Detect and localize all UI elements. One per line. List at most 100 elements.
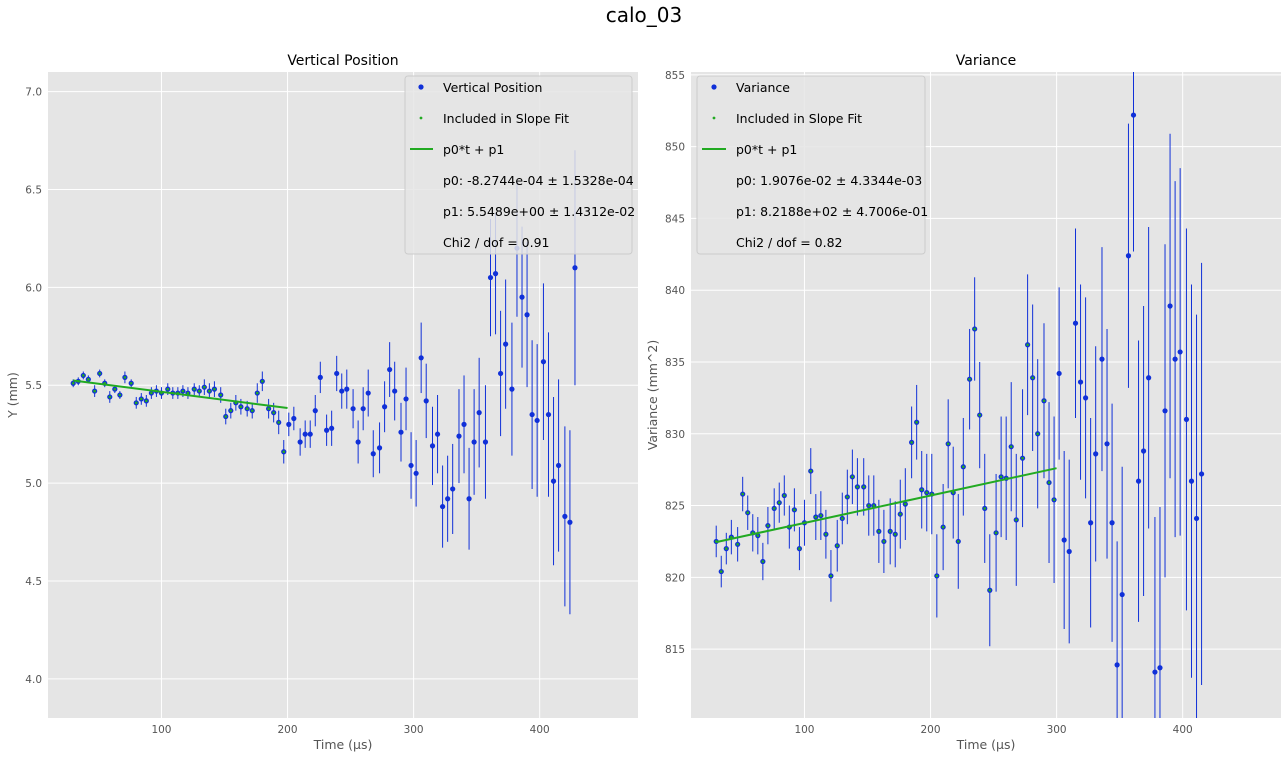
data-point [1082, 395, 1089, 401]
fit-point [219, 393, 223, 397]
fit-point [925, 491, 929, 494]
fit-point [719, 570, 723, 573]
fit-point [994, 531, 998, 535]
data-point [562, 513, 568, 519]
fit-point [756, 534, 760, 537]
fit-point [1014, 518, 1018, 522]
fit-point [893, 532, 897, 536]
y-tick-label: 845 [665, 213, 685, 225]
fit-point [935, 574, 939, 578]
data-point [344, 386, 350, 392]
data-point [509, 386, 515, 392]
y-tick-label: 830 [665, 429, 685, 441]
x-tick-label: 100 [794, 724, 814, 736]
fit-point [782, 494, 786, 497]
data-point [1077, 379, 1084, 385]
data-point [476, 410, 482, 416]
data-point [350, 406, 356, 412]
data-point [429, 443, 436, 449]
data-point [555, 462, 562, 469]
legend-text-p1: p1: 8.2188e+02 ± 4.7006e-01 [736, 204, 928, 219]
data-point [413, 470, 419, 476]
data-point [529, 411, 535, 418]
data-point [291, 415, 297, 422]
fit-point [113, 387, 117, 391]
fit-point [888, 530, 892, 533]
data-point [297, 439, 303, 445]
fit-point [203, 385, 206, 389]
fit-point [766, 524, 770, 527]
data-point [550, 478, 557, 484]
legend: Variance Included in Slope Fit p0*t + p1… [696, 75, 928, 255]
fit-point [245, 407, 249, 411]
legend-label-fit-line: p0*t + p1 [443, 142, 504, 157]
data-point [1109, 520, 1115, 526]
fit-point [898, 512, 902, 516]
fit-point [856, 485, 859, 489]
legend-label-data: Variance [736, 80, 790, 95]
x-tick-label: 300 [1047, 724, 1067, 736]
legend: Vertical Position Included in Slope Fit … [404, 75, 635, 255]
data-point [503, 341, 509, 347]
fit-point [139, 397, 143, 401]
data-point [365, 390, 371, 396]
data-point [524, 312, 530, 318]
data-point [439, 503, 446, 510]
data-point [487, 274, 494, 281]
data-point [329, 425, 335, 431]
data-point [572, 265, 578, 271]
data-point [317, 374, 323, 380]
fit-point [851, 475, 854, 479]
fit-point [910, 441, 913, 444]
data-point [1162, 408, 1168, 414]
data-point [1061, 537, 1067, 543]
data-point [370, 451, 376, 457]
data-point [1183, 416, 1190, 423]
data-point [286, 421, 292, 427]
data-point [540, 359, 547, 365]
data-point [519, 294, 525, 300]
fit-point [956, 540, 960, 543]
figure-title: calo_03 [605, 3, 683, 27]
fit-point [862, 485, 866, 489]
fit-point [946, 442, 950, 446]
fit-point [213, 387, 216, 391]
data-point [1130, 112, 1137, 118]
data-point [312, 408, 318, 414]
legend-text-chi2: Chi2 / dof = 0.82 [736, 235, 842, 250]
fit-point [941, 525, 945, 529]
x-tick-label: 200 [278, 724, 298, 736]
chart-title: Variance [956, 53, 1016, 69]
fit-point [81, 374, 85, 377]
data-point [1135, 478, 1142, 484]
fit-point [250, 409, 254, 412]
fit-point [736, 542, 739, 546]
data-point [497, 370, 504, 377]
data-point [1056, 370, 1062, 377]
fit-point [145, 399, 148, 403]
fit-point [1021, 456, 1024, 460]
data-point [1172, 356, 1178, 362]
y-tick-label: 815 [665, 644, 685, 656]
fit-point [192, 387, 196, 391]
legend-label-fit-points: Included in Slope Fit [736, 111, 862, 126]
data-point [1188, 478, 1195, 484]
data-point [445, 496, 451, 502]
x-tick-label: 300 [404, 724, 424, 736]
legend-text-p1: p1: 5.5489e+00 ± 1.4312e-02 [443, 204, 635, 219]
legend-label-data: Vertical Position [443, 80, 542, 95]
data-point [360, 406, 366, 412]
fit-point [208, 389, 211, 393]
fit-point [1031, 376, 1034, 380]
data-point [1193, 515, 1200, 522]
data-point [392, 388, 398, 394]
data-point [382, 404, 388, 410]
legend-text-chi2: Chi2 / dof = 0.91 [443, 235, 549, 250]
y-tick-label: 840 [665, 285, 685, 297]
data-point [398, 429, 404, 435]
data-point [545, 411, 552, 418]
data-point [334, 370, 340, 377]
fit-point [814, 515, 818, 519]
data-point [418, 355, 424, 361]
x-tick-label: 400 [1173, 724, 1193, 736]
